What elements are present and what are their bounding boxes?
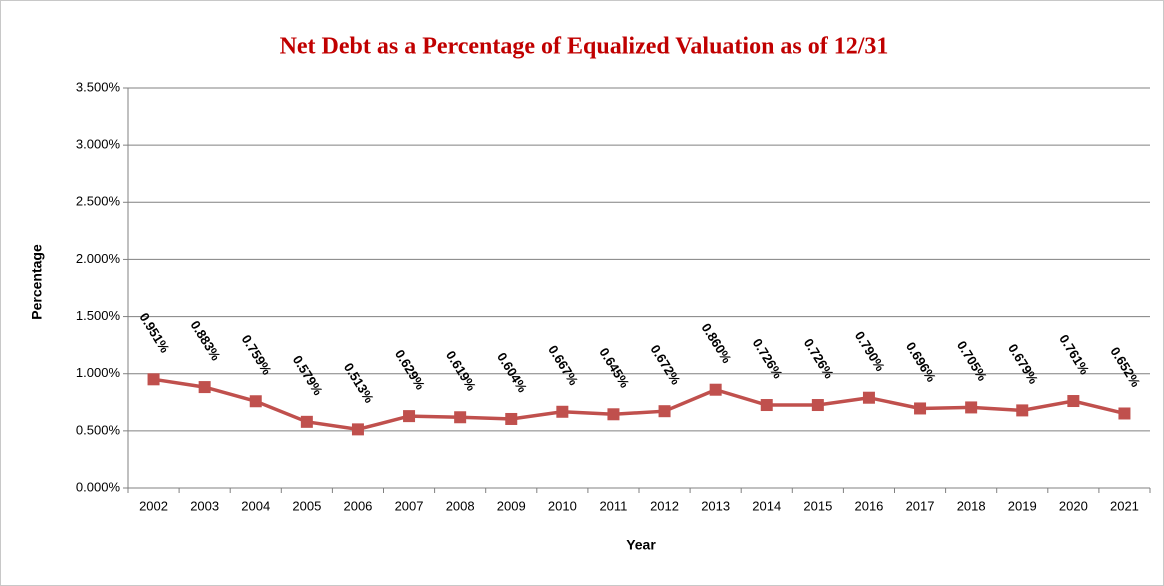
x-tick-label: 2019	[1008, 498, 1037, 513]
x-tick-label: 2015	[803, 498, 832, 513]
y-tick-label: 1.500%	[76, 308, 121, 323]
x-tick-label: 2020	[1059, 498, 1088, 513]
data-point	[249, 395, 262, 408]
x-tick-label: 2011	[599, 498, 627, 513]
data-point	[914, 402, 927, 415]
data-point	[965, 401, 978, 414]
y-tick-label: 2.500%	[76, 194, 121, 209]
x-axis-title: Year	[626, 537, 656, 553]
x-tick-label: 2005	[292, 498, 321, 513]
x-tick-label: 2016	[854, 498, 883, 513]
data-point	[607, 408, 620, 421]
data-point	[1118, 407, 1131, 420]
data-point	[658, 405, 671, 418]
data-point	[1016, 404, 1029, 417]
x-tick-label: 2008	[446, 498, 475, 513]
y-tick-label: 0.500%	[76, 422, 121, 437]
data-point	[556, 405, 569, 418]
y-tick-label: 2.000%	[76, 251, 121, 266]
x-tick-label: 2012	[650, 498, 679, 513]
y-tick-label: 1.000%	[76, 365, 121, 380]
data-point	[811, 399, 824, 412]
data-point	[300, 415, 313, 428]
x-tick-label: 2018	[957, 498, 986, 513]
x-tick-label: 2013	[701, 498, 730, 513]
x-tick-label: 2006	[343, 498, 372, 513]
chart-title: Net Debt as a Percentage of Equalized Va…	[280, 34, 889, 60]
data-point	[709, 383, 722, 396]
x-tick-label: 2010	[548, 498, 577, 513]
x-tick-label: 2002	[139, 498, 168, 513]
x-tick-label: 2007	[395, 498, 424, 513]
data-point	[147, 373, 160, 386]
data-point	[454, 411, 467, 424]
data-point	[862, 391, 875, 404]
data-point	[403, 410, 416, 423]
x-tick-label: 2014	[752, 498, 781, 513]
x-tick-label: 2021	[1110, 498, 1139, 513]
y-tick-label: 0.000%	[76, 479, 121, 494]
data-point	[351, 423, 364, 436]
data-point	[505, 412, 518, 425]
data-point	[1067, 395, 1080, 408]
x-tick-label: 2009	[497, 498, 526, 513]
y-tick-label: 3.500%	[76, 79, 121, 94]
y-tick-label: 3.000%	[76, 137, 121, 152]
data-point	[198, 381, 211, 394]
data-line	[153, 377, 1125, 432]
x-tick-label: 2004	[241, 498, 270, 513]
x-tick-label: 2003	[190, 498, 219, 513]
data-point	[760, 399, 773, 412]
y-axis-title: Percentage	[29, 244, 45, 320]
x-tick-label: 2017	[906, 498, 935, 513]
